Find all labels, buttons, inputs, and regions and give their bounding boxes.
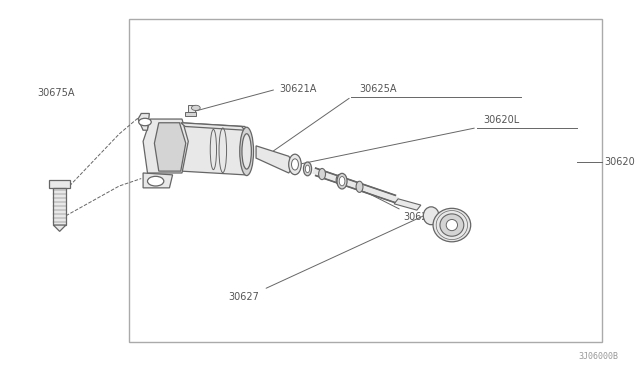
- Ellipse shape: [289, 154, 301, 174]
- Circle shape: [139, 118, 151, 126]
- Ellipse shape: [240, 127, 253, 176]
- Bar: [185, 112, 196, 116]
- Ellipse shape: [337, 173, 347, 189]
- Ellipse shape: [356, 181, 363, 192]
- Bar: [188, 105, 195, 112]
- Text: 30627: 30627: [228, 292, 259, 302]
- Ellipse shape: [423, 207, 439, 225]
- Circle shape: [147, 176, 164, 186]
- Text: 3J06000B: 3J06000B: [578, 352, 618, 361]
- Polygon shape: [154, 123, 186, 171]
- Text: 30621A: 30621A: [279, 84, 317, 93]
- Polygon shape: [256, 146, 295, 173]
- Ellipse shape: [319, 169, 326, 180]
- Text: 30628: 30628: [404, 212, 435, 222]
- Ellipse shape: [446, 219, 458, 231]
- Bar: [129, 19, 602, 342]
- Ellipse shape: [242, 134, 252, 169]
- Ellipse shape: [339, 177, 345, 186]
- Polygon shape: [143, 119, 188, 173]
- Text: 30620L: 30620L: [483, 115, 520, 125]
- Polygon shape: [53, 225, 66, 231]
- Polygon shape: [143, 173, 173, 188]
- Circle shape: [191, 105, 200, 110]
- Text: 30675A: 30675A: [38, 88, 75, 98]
- Polygon shape: [180, 123, 244, 130]
- Text: 30625A: 30625A: [359, 84, 397, 94]
- Text: 30620: 30620: [604, 157, 635, 167]
- Ellipse shape: [336, 174, 343, 186]
- Ellipse shape: [303, 162, 312, 176]
- Polygon shape: [138, 113, 149, 130]
- Bar: [53, 188, 66, 225]
- Ellipse shape: [440, 214, 464, 236]
- Ellipse shape: [433, 208, 470, 242]
- Ellipse shape: [292, 159, 298, 170]
- Bar: [49, 180, 70, 188]
- Bar: [394, 199, 421, 210]
- Polygon shape: [178, 123, 248, 175]
- Ellipse shape: [305, 165, 310, 173]
